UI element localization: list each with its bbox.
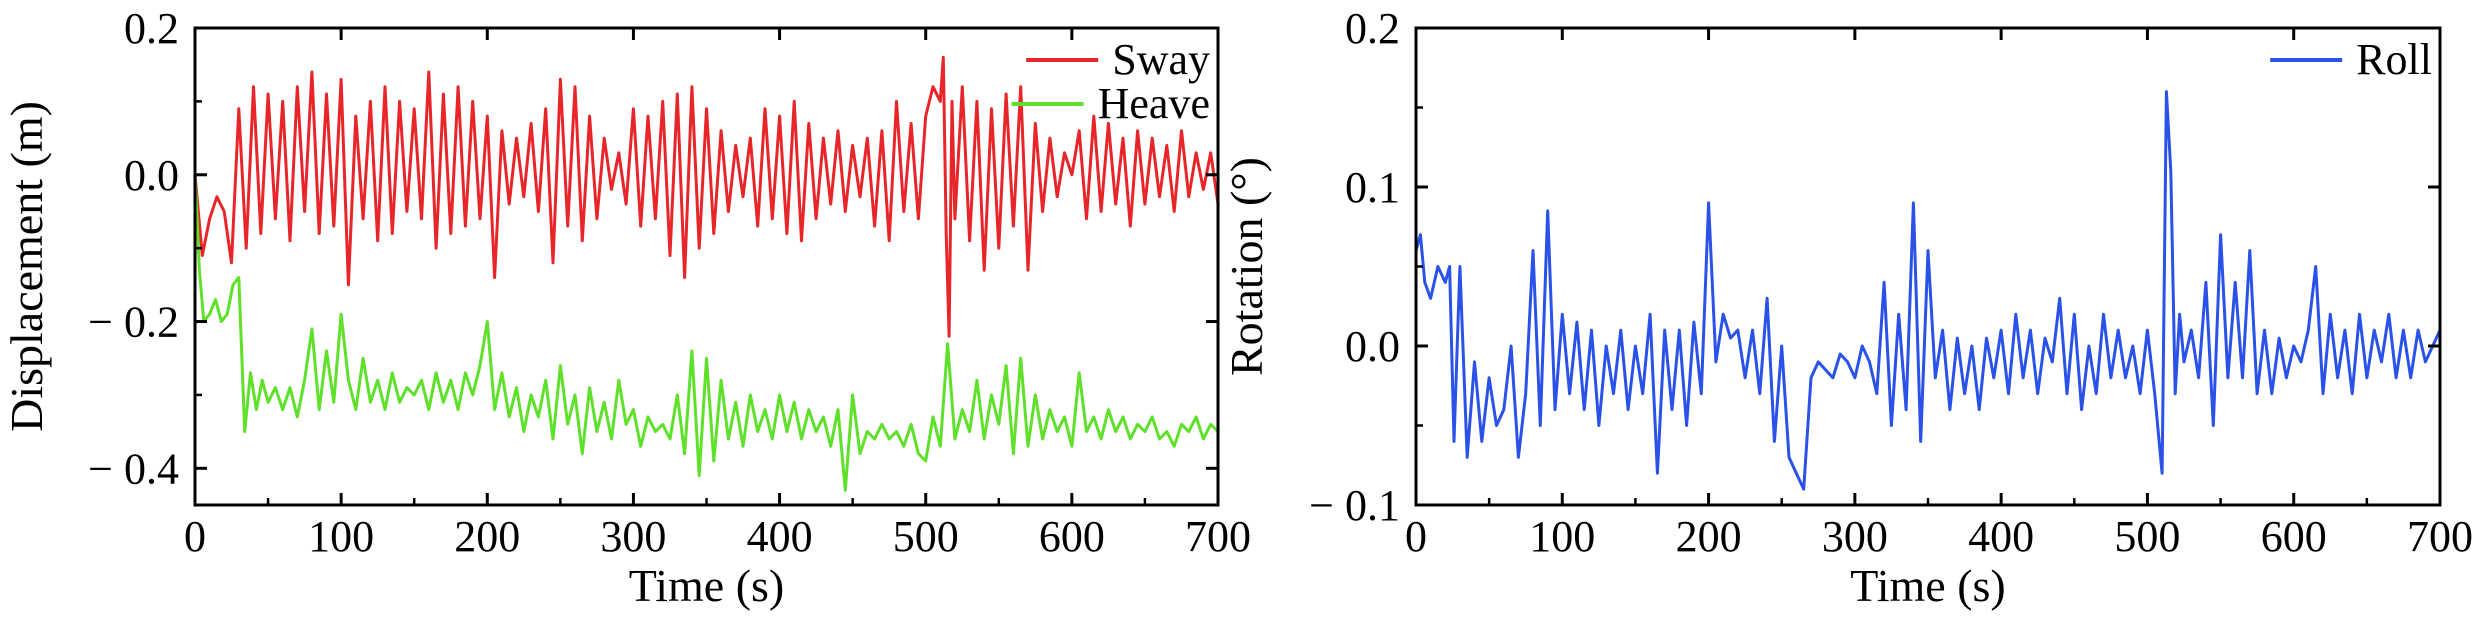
x-tick-label: 200 (454, 512, 520, 561)
x-tick-label: 100 (1529, 512, 1595, 561)
y-tick-label: − 0.1 (1309, 481, 1400, 530)
legend-label-roll: Roll (2356, 35, 2432, 84)
x-axis-title: Time (s) (1850, 560, 2006, 611)
chart-1: 0 100 200 300 400 500 600 700 0.2 0.0 − 0.2 − 0.4 Ti… (1, 4, 1251, 611)
chart-2: 0 100 200 300 400 500 600 700 0.2 0.1 0.0 − 0.1 Time… (1221, 4, 2473, 611)
x-tick-label: 500 (893, 512, 959, 561)
y-axis-title: Rotation (°) (1221, 157, 1272, 376)
y-tick-label: − 0.4 (88, 444, 179, 493)
x-tick-label: 200 (1676, 512, 1742, 561)
series-line-heave (195, 174, 1218, 492)
x-tick-label: 300 (1822, 512, 1888, 561)
x-tick-label: 0 (1405, 512, 1427, 561)
x-tick-label: 400 (747, 512, 813, 561)
x-tick-label: 300 (600, 512, 666, 561)
x-tick-label: 0 (184, 512, 206, 561)
y-tick-label: 0.0 (1345, 322, 1400, 371)
x-tick-label: 500 (2114, 512, 2180, 561)
y-tick-label: − 0.2 (88, 298, 179, 347)
y-tick-label: 0.2 (124, 4, 179, 53)
x-tick-label: 100 (308, 512, 374, 561)
legend-label-sway: Sway (1112, 35, 1210, 84)
legend: Roll (2270, 35, 2432, 84)
x-axis-title: Time (s) (629, 560, 785, 611)
y-tick-label: 0.2 (1345, 4, 1400, 53)
x-tick-label: 400 (1968, 512, 2034, 561)
x-tick-label: 600 (1039, 512, 1105, 561)
y-tick-label: 0.1 (1345, 163, 1400, 212)
x-tick-label: 600 (2261, 512, 2327, 561)
y-tick-label: 0.0 (124, 151, 179, 200)
x-tick-label: 700 (2407, 512, 2473, 561)
series-line-roll (1416, 90, 2440, 491)
y-axis-title: Displacement (m) (1, 101, 52, 432)
legend-label-heave: Heave (1098, 79, 1210, 128)
x-tick-label: 700 (1185, 512, 1251, 561)
series-line-sway (195, 55, 1218, 338)
